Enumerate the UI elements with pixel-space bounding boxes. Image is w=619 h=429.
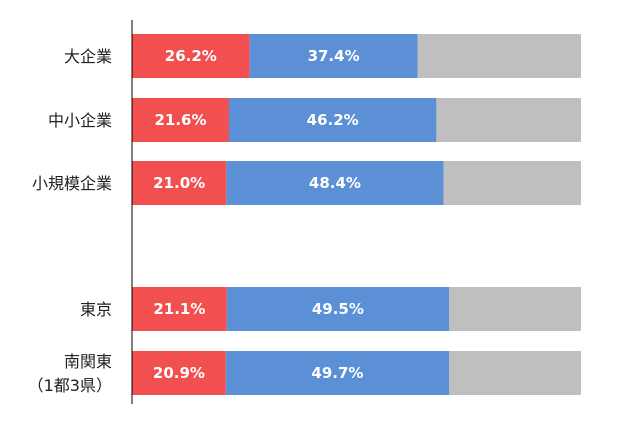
- bar-segment-3-0: [132, 287, 227, 331]
- data-label-4-0: 20.9%: [153, 364, 205, 382]
- bar-segment-4-0: [132, 351, 226, 395]
- bar-segment-1-0: [132, 98, 229, 142]
- data-label-3-1: 49.5%: [312, 300, 364, 318]
- category-label-1: 中小企業: [48, 111, 112, 130]
- bar-segment-0-0: [132, 34, 250, 78]
- data-label-1-1: 46.2%: [307, 111, 359, 129]
- data-label-3-0: 21.1%: [153, 300, 205, 318]
- data-label-4-1: 49.7%: [311, 364, 363, 382]
- bar-segment-4-2: [448, 351, 581, 395]
- bar-segment-4-1: [225, 351, 449, 395]
- bar-segment-3-1: [226, 287, 449, 331]
- category-label-2: 小規模企業: [32, 174, 112, 193]
- bar-segment-2-1: [226, 161, 444, 205]
- bar-segment-0-1: [249, 34, 418, 78]
- bar-segment-2-2: [443, 161, 581, 205]
- category-label-0: 大企業: [64, 47, 112, 66]
- category-label-3: 東京: [80, 300, 112, 319]
- data-label-2-1: 48.4%: [309, 174, 361, 192]
- bar-segment-3-2: [448, 287, 581, 331]
- data-label-0-0: 26.2%: [165, 47, 217, 65]
- bar-segment-1-2: [436, 98, 581, 142]
- data-label-0-1: 37.4%: [308, 47, 360, 65]
- bar-segment-1-1: [228, 98, 437, 142]
- bar-segment-2-0: [132, 161, 227, 205]
- data-label-1-0: 21.6%: [154, 111, 206, 129]
- category-label-4-0: 南関東: [64, 352, 112, 371]
- category-label-4-1: （1都3県）: [28, 376, 112, 395]
- data-label-2-0: 21.0%: [153, 174, 205, 192]
- bar-segment-0-2: [417, 34, 581, 78]
